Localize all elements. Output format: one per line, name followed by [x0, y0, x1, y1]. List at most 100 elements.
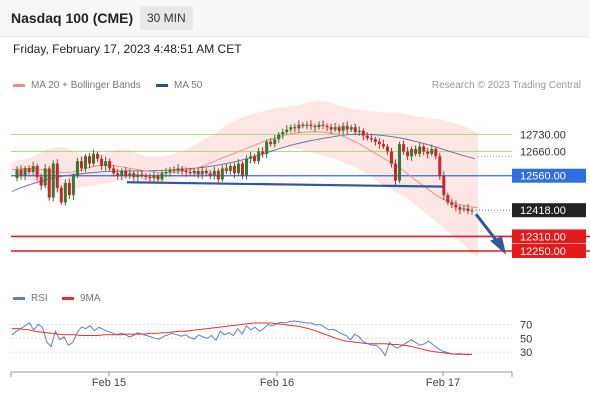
candle-body [426, 151, 430, 154]
candle-body [269, 141, 273, 145]
candle-body [357, 130, 361, 132]
x-tick-label: Feb 15 [92, 377, 126, 389]
candle-body [136, 174, 140, 177]
candle-body [373, 139, 377, 142]
candle-body [156, 175, 160, 180]
candle-body [353, 127, 357, 132]
ma50-line [11, 133, 476, 192]
candle-body [293, 127, 297, 129]
candle-body [418, 146, 422, 154]
candle-body [120, 170, 124, 176]
candle-body [434, 149, 438, 157]
chart-header: Nasdaq 100 (CME) 30 MIN [0, 0, 590, 37]
candle-body [104, 161, 108, 166]
x-tick-label: Feb 17 [426, 377, 460, 389]
candle-body [333, 127, 337, 130]
candle-body [325, 125, 329, 128]
support-label: 12250.00 [520, 246, 566, 258]
rsi-level-label: 30 [520, 347, 532, 359]
bollinger-band [12, 100, 478, 258]
resistance-label: 12660.00 [520, 146, 566, 158]
rsi-level-label: 70 [520, 319, 532, 331]
candle-body [466, 208, 470, 211]
support-label-box [512, 244, 586, 258]
candle-body [281, 132, 285, 135]
candle-body [377, 141, 381, 145]
candle-body [406, 151, 410, 157]
candle-body [19, 169, 23, 176]
candle-body [450, 202, 454, 205]
candle-body [265, 141, 269, 154]
candle-body [273, 139, 277, 145]
rsi-ma9-line [12, 322, 472, 355]
candle-body [43, 168, 47, 186]
pivot-label-box [512, 168, 586, 183]
ma50-swatch [156, 83, 168, 87]
candle-body [88, 156, 91, 164]
candle-body [168, 169, 172, 173]
support-label: 12310.00 [520, 231, 566, 243]
timestamp: Friday, February 17, 2023 4:48:51 AM CET [13, 42, 242, 56]
legend-label: 9MA [80, 293, 101, 304]
candle-body [100, 158, 104, 166]
candle-body [27, 168, 31, 173]
candle-body [23, 168, 27, 176]
candle-body [208, 173, 212, 176]
candle-body [108, 161, 112, 169]
legend-label: MA 50 [174, 80, 203, 91]
candle-body [47, 168, 51, 198]
legend-label: RSI [31, 293, 48, 304]
candle-body [458, 207, 462, 210]
candle-body [297, 124, 301, 129]
legend-ma20-bb: MA 20 + Bollinger Bands [13, 80, 141, 91]
candle-body [313, 125, 317, 128]
candle-body [216, 170, 220, 180]
candle-body [224, 168, 228, 171]
candle-body [200, 170, 204, 175]
candle-body [454, 204, 458, 208]
candle-body [144, 175, 148, 177]
pivot-label: 12560.00 [520, 171, 566, 183]
candle-body [394, 163, 397, 181]
candle-body [422, 146, 426, 152]
candle-body [430, 149, 434, 154]
candle-body [341, 125, 345, 131]
candle-body [31, 166, 35, 173]
candle-body [204, 170, 208, 174]
candle-body [361, 130, 365, 136]
candle-body [369, 138, 373, 140]
candle-body [59, 187, 63, 203]
candle-body [184, 170, 188, 173]
instrument-title: Nasdaq 100 (CME) [11, 10, 134, 26]
rsi-swatch [13, 296, 25, 300]
candle-body [140, 174, 144, 176]
candle-body [71, 175, 75, 196]
candle-body [462, 208, 466, 210]
candle-body [329, 127, 333, 130]
candle-body [164, 172, 168, 174]
candle-body [398, 144, 402, 181]
candle-body [442, 175, 446, 196]
candle-body [301, 124, 305, 126]
candle-body [67, 183, 71, 196]
candle-body [345, 125, 349, 130]
x-tick-label: Feb 16 [260, 377, 294, 389]
candle-body [55, 163, 59, 188]
candle-body [245, 158, 249, 176]
candle-body [188, 172, 192, 174]
projection-arrowhead [490, 236, 506, 255]
candle-body [285, 129, 289, 132]
candle-body [385, 146, 389, 152]
candle-body [15, 169, 19, 179]
timeframe-button[interactable]: 30 MIN [140, 6, 193, 30]
support-label-box [512, 229, 586, 244]
candle-body [257, 151, 261, 162]
candle-body [249, 156, 253, 159]
candle-body [305, 124, 309, 126]
trend-line [126, 181, 444, 188]
candle-body [277, 134, 281, 140]
legend-9ma: 9MA [62, 293, 101, 304]
candle-body [196, 170, 200, 175]
candle-body [39, 176, 43, 186]
